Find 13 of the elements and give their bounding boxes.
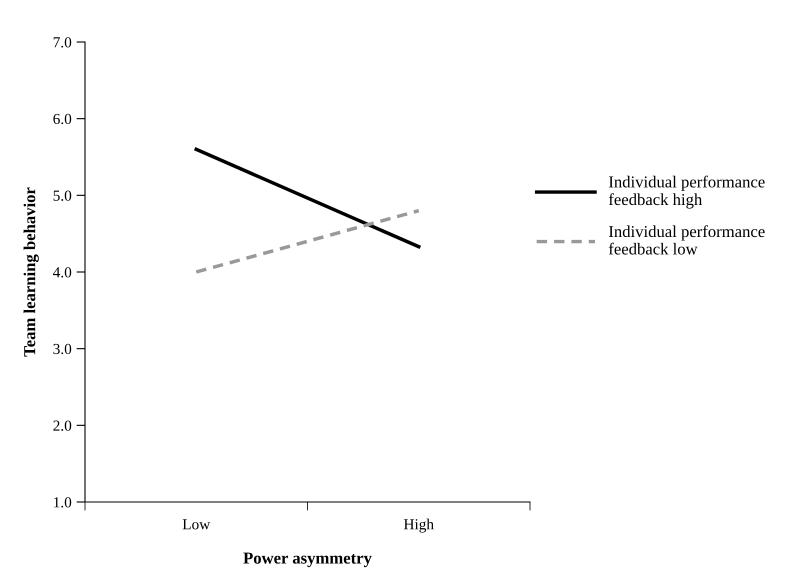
y-tick-label: 6.0 [53, 114, 72, 124]
y-tick-label: 3.0 [53, 344, 72, 354]
legend-label: Individual performance feedback low [608, 225, 765, 255]
x-tick-label: Low [182, 519, 210, 530]
x-axis-title: Power asymmetry [243, 552, 372, 568]
y-axis-title: Team learning behavior [24, 187, 39, 357]
legend-label: Individual performance feedback high [608, 176, 765, 209]
y-tick-label: 1.0 [54, 497, 72, 508]
y-tick-label: 4.0 [53, 267, 72, 278]
y-tick-label: 2.0 [53, 420, 72, 431]
x-tick-label: High [404, 518, 434, 533]
y-tick-label: 7.0 [54, 37, 72, 48]
y-tick-label: 5.0 [54, 190, 72, 201]
